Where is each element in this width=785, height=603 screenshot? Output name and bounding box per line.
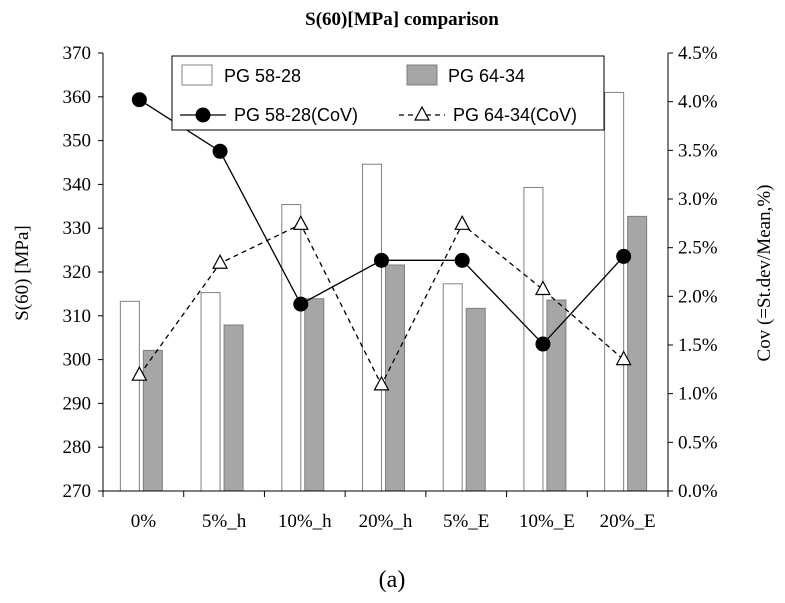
bar-series-2-3 [304,298,325,492]
y-tick-label-11: 370 [63,43,92,64]
y2-tick-label-5: 2.0% [678,286,718,307]
y2-tick-label-8: 3.5% [678,140,718,161]
x-tick-label-6: 10%_E [519,511,575,532]
legend-label-3: PG 58-28(CoV) [234,105,358,125]
marker-series-2-4 [373,375,390,391]
x-tick-label-2: 5%_h [202,511,247,532]
y-tick-label-8: 340 [63,174,92,195]
x-tick-label-3: 10%_h [278,511,332,532]
marker-series-1-4 [374,252,389,268]
legend: PG 58-28 PG 64-34 PG 58-28(CoV) PG 64-34(Co… [171,55,605,131]
y2-tick-label-7: 3.0% [678,189,718,210]
chart-title: S(60)[MPa] comparison [305,9,499,30]
bar-series-1-5 [442,283,463,492]
y-tick-label-7: 330 [63,218,92,239]
figure-caption: (a) [379,567,406,593]
marker-series-2-7 [615,350,632,366]
legend-label-4: PG 64-34(CoV) [453,105,577,125]
marker-series-2-6 [534,280,551,296]
y-axis-label: S(60) [MPa] [12,225,33,321]
legend-swatch-2 [406,64,438,86]
marker-series-1-1 [131,92,147,108]
bar-series-2-1 [142,349,163,492]
bar-series-1-1 [119,300,140,492]
y-tick-label-9: 350 [63,131,92,152]
legend-swatch-1 [181,64,213,86]
bar-series-1-2 [200,292,221,492]
bars-layer [119,91,648,492]
y-tick-label-2: 280 [63,437,92,458]
y-tick-label-4: 300 [63,350,92,371]
y2-tick-label-10: 4.5% [678,43,718,64]
marker-series-1-3 [293,296,309,312]
marker-series-2-2 [212,253,229,269]
y-tick-label-6: 320 [63,262,92,283]
marker-series-1-2 [212,143,228,159]
legend-label-2: PG 64-34 [448,66,525,86]
legend-label-1: PG 58-28 [224,66,301,86]
legend-marker-1 [195,107,211,123]
marker-series-1-5 [454,252,470,268]
bar-series-2-5 [465,307,486,492]
x-tick-label-4: 20%_h [359,511,413,532]
y2-tick-label-4: 1.5% [678,335,718,356]
legend-marker-2 [413,105,431,121]
y-tick-label-3: 290 [63,393,92,414]
marker-series-2-3 [292,215,309,230]
y2-tick-label-3: 1.0% [678,384,718,405]
axes-layer: 270 280 290 300 310 320 330 340 350 360 370 0.0% 0.5… [63,43,718,532]
y-tick-label-10: 360 [63,87,92,108]
bar-series-1-4 [362,163,382,492]
x-tick-label-7: 20%_E [600,511,656,532]
bar-series-2-4 [385,264,405,492]
marker-series-2-1 [131,365,148,381]
lines-layer [131,92,632,391]
y-tick-label-5: 310 [63,306,92,327]
x-tick-label-5: 5%_E [443,511,489,532]
bar-series-1-7 [604,91,625,492]
y2-tick-label-1: 0.0% [678,481,718,502]
bar-series-1-3 [281,204,302,492]
y-tick-label-1: 270 [63,481,92,502]
marker-series-1-6 [535,336,551,352]
y2-tick-label-9: 4.0% [678,92,718,113]
y2-tick-label-2: 0.5% [678,432,718,453]
x-tick-label-1: 0% [131,511,157,532]
marker-series-1-7 [616,248,632,264]
bar-series-2-2 [223,324,244,492]
y2-axis-label: Cov (=St.dev/Mean,%) [754,185,775,362]
marker-series-2-5 [454,215,471,230]
y2-tick-label-6: 2.5% [678,238,718,259]
legend-box [171,55,605,131]
